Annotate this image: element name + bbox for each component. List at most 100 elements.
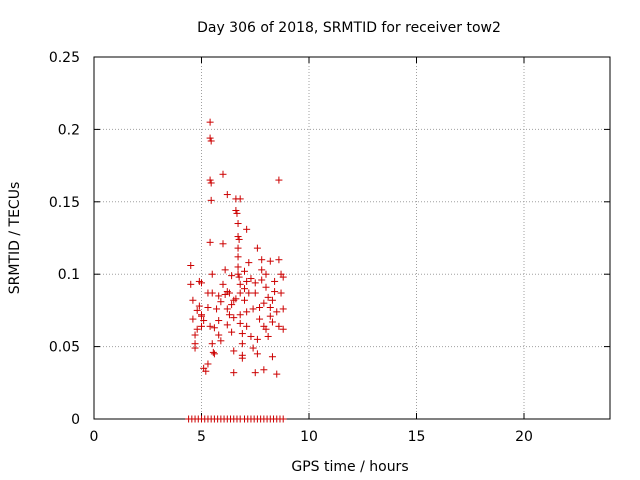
x-axis-label: GPS time / hours <box>291 459 408 475</box>
data-point <box>279 325 287 333</box>
data-point <box>238 330 246 338</box>
data-point <box>198 311 205 319</box>
y-axis-label: SRMTID / TECUs <box>7 182 23 295</box>
data-point <box>234 270 242 278</box>
y-tick-label: 0.1 <box>58 267 80 283</box>
x-tick-label: 15 <box>408 429 426 445</box>
data-point <box>262 270 270 278</box>
plot-frame <box>93 56 611 420</box>
data-point <box>198 279 205 287</box>
data-point <box>208 270 216 278</box>
data-point <box>268 353 276 361</box>
data-points <box>185 118 287 423</box>
data-point <box>251 279 259 287</box>
data-point <box>209 348 217 356</box>
data-point <box>219 280 227 288</box>
data-point <box>207 196 215 204</box>
data-point <box>260 299 268 307</box>
data-point <box>217 337 225 345</box>
data-point <box>215 331 223 339</box>
data-point <box>195 302 203 310</box>
data-point <box>234 220 242 228</box>
data-point <box>233 209 241 217</box>
data-point <box>193 306 201 314</box>
data-point <box>225 311 233 319</box>
x-tick-label: 0 <box>90 429 99 445</box>
data-point <box>268 296 276 304</box>
data-point <box>234 244 242 252</box>
x-tick-label: 20 <box>515 429 533 445</box>
chart-title: Day 306 of 2018, SRMTID for receiver tow… <box>197 20 501 36</box>
data-point <box>266 257 274 265</box>
data-point <box>230 314 238 322</box>
data-point <box>268 318 276 326</box>
data-point <box>210 324 218 332</box>
grid <box>94 57 610 419</box>
data-point <box>232 206 240 214</box>
data-point <box>253 335 261 343</box>
data-point <box>191 331 199 339</box>
data-point <box>247 332 255 340</box>
data-point <box>234 253 242 261</box>
data-point <box>219 170 227 178</box>
data-point <box>236 195 244 203</box>
data-point <box>260 366 268 374</box>
data-point <box>204 304 212 312</box>
data-point <box>253 244 261 252</box>
data-point <box>206 118 214 126</box>
data-point <box>279 273 287 281</box>
data-point <box>228 301 236 309</box>
data-point <box>256 304 264 312</box>
data-point <box>245 289 253 297</box>
data-point <box>191 344 199 352</box>
data-point <box>236 311 244 319</box>
data-point <box>228 272 236 280</box>
data-point <box>271 288 279 296</box>
data-point <box>206 134 214 142</box>
data-point <box>193 325 201 333</box>
data-point <box>230 369 238 377</box>
data-point <box>210 350 218 358</box>
data-point <box>258 276 266 284</box>
data-point <box>202 367 210 375</box>
data-point <box>243 308 251 316</box>
y-tick-label: 0.05 <box>49 340 80 356</box>
data-point <box>204 360 212 368</box>
data-point <box>275 322 283 330</box>
data-point <box>271 277 279 285</box>
y-tick-label: 0.25 <box>49 50 80 66</box>
data-point <box>217 298 225 306</box>
data-point <box>256 315 264 323</box>
data-point <box>230 347 238 355</box>
y-tick-label: 0.15 <box>49 195 80 211</box>
axis-ticks: 0 5 10 15 20 0 0.05 0.1 0.15 0.2 0.25 <box>49 50 610 445</box>
data-point <box>189 315 197 323</box>
y-tick-label: 0 <box>71 412 80 428</box>
data-point <box>234 263 242 271</box>
y-tick-label: 0.2 <box>58 122 80 138</box>
data-point <box>215 292 223 300</box>
data-point <box>249 305 257 313</box>
data-point <box>279 415 287 423</box>
data-point <box>208 289 216 297</box>
data-point <box>228 328 236 336</box>
data-point <box>206 322 214 330</box>
data-point <box>221 266 229 274</box>
data-point <box>241 296 248 304</box>
data-point <box>264 332 272 340</box>
data-point <box>241 285 248 293</box>
data-point <box>243 322 251 330</box>
data-point <box>219 240 227 248</box>
data-point <box>275 176 283 184</box>
data-point <box>264 293 272 301</box>
data-point <box>258 266 266 274</box>
data-point <box>208 340 216 348</box>
data-point <box>243 277 251 285</box>
data-point <box>207 179 215 187</box>
data-point <box>245 259 253 267</box>
x-tick-label: 5 <box>197 429 206 445</box>
data-point <box>236 319 244 327</box>
data-point <box>243 225 251 233</box>
data-point <box>251 369 259 377</box>
